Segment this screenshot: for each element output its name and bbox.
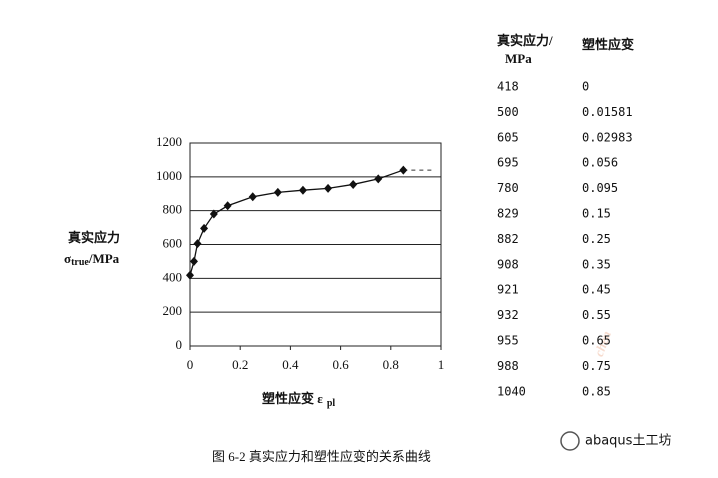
- y-tick-label: 400: [163, 269, 183, 284]
- x-tick-label: 0: [187, 357, 194, 372]
- data-line: [189, 169, 404, 276]
- y-axis-label: σtrue/MPa: [64, 251, 120, 268]
- x-axis-label: 塑性应变 ε pl: [262, 391, 335, 409]
- table-cell: 829: [497, 207, 519, 221]
- table-cell: 0.25: [582, 232, 611, 246]
- table-cell: 0.85: [582, 384, 611, 398]
- table-header: MPa: [505, 51, 532, 66]
- table-cell: 780: [497, 181, 519, 195]
- table-header: 塑性应变: [582, 37, 634, 52]
- table-cell: 0.55: [582, 308, 611, 322]
- marker: [399, 165, 408, 175]
- table-cell: 605: [497, 130, 519, 144]
- symbol: ε: [317, 391, 323, 406]
- x-tick-label: 0.4: [282, 357, 299, 372]
- marker: [200, 223, 209, 233]
- logo-icon: [560, 431, 580, 451]
- symbol: σ: [64, 251, 71, 266]
- x-tick-label: 0.6: [332, 357, 349, 372]
- marker: [273, 187, 282, 197]
- marker: [189, 256, 198, 266]
- table-cell: 0.35: [582, 257, 611, 271]
- marker: [193, 239, 202, 249]
- table-cell: 418: [497, 80, 519, 94]
- y-tick-label: 0: [176, 337, 183, 352]
- marker: [186, 270, 194, 280]
- table-cell: 0.75: [582, 359, 611, 373]
- subscript: true: [71, 257, 89, 268]
- marker: [374, 174, 383, 184]
- table-cell: 1040: [497, 384, 526, 398]
- y-axis-label: 真实应力: [68, 230, 120, 245]
- table-cell: 0.095: [582, 181, 618, 195]
- y-tick-label: 1200: [156, 134, 182, 149]
- y-tick-label: 800: [163, 202, 183, 217]
- caption: 图 6-2 真实应力和塑性应变的关系曲线: [212, 449, 431, 464]
- table-cell: 0.01581: [582, 105, 633, 119]
- y-tick-label: 1000: [156, 168, 182, 183]
- table-cell: 921: [497, 283, 519, 297]
- logo: abaqus土工坊: [585, 434, 671, 449]
- marker: [209, 209, 218, 219]
- x-tick-label: 1: [438, 357, 445, 372]
- table-cell: 988: [497, 359, 519, 373]
- table-cell: 0.45: [582, 283, 611, 297]
- subscript: pl: [327, 398, 336, 409]
- label: 塑性应变: [262, 391, 317, 406]
- table-cell: 932: [497, 308, 519, 322]
- x-tick-label: 0.8: [383, 357, 399, 372]
- marker: [248, 192, 257, 202]
- marker: [324, 183, 333, 193]
- table-cell: 500: [497, 105, 519, 119]
- marker: [298, 185, 307, 195]
- y-tick-label: 200: [163, 303, 183, 318]
- table-cell: 0.15: [582, 207, 611, 221]
- table-cell: 908: [497, 257, 519, 271]
- table-header: 真实应力/: [497, 33, 553, 48]
- table-cell: 0.056: [582, 156, 618, 170]
- y-tick-label: 600: [163, 235, 183, 250]
- table-cell: 955: [497, 334, 519, 348]
- table-cell: 882: [497, 232, 519, 246]
- table-cell: 0: [582, 80, 589, 94]
- marker: [223, 201, 232, 211]
- table-cell: 0.02983: [582, 130, 633, 144]
- table-cell: 0.65: [582, 334, 611, 348]
- marker: [349, 179, 358, 189]
- x-tick-label: 0.2: [232, 357, 248, 372]
- unit: /MPa: [88, 251, 120, 266]
- table-cell: 695: [497, 156, 519, 170]
